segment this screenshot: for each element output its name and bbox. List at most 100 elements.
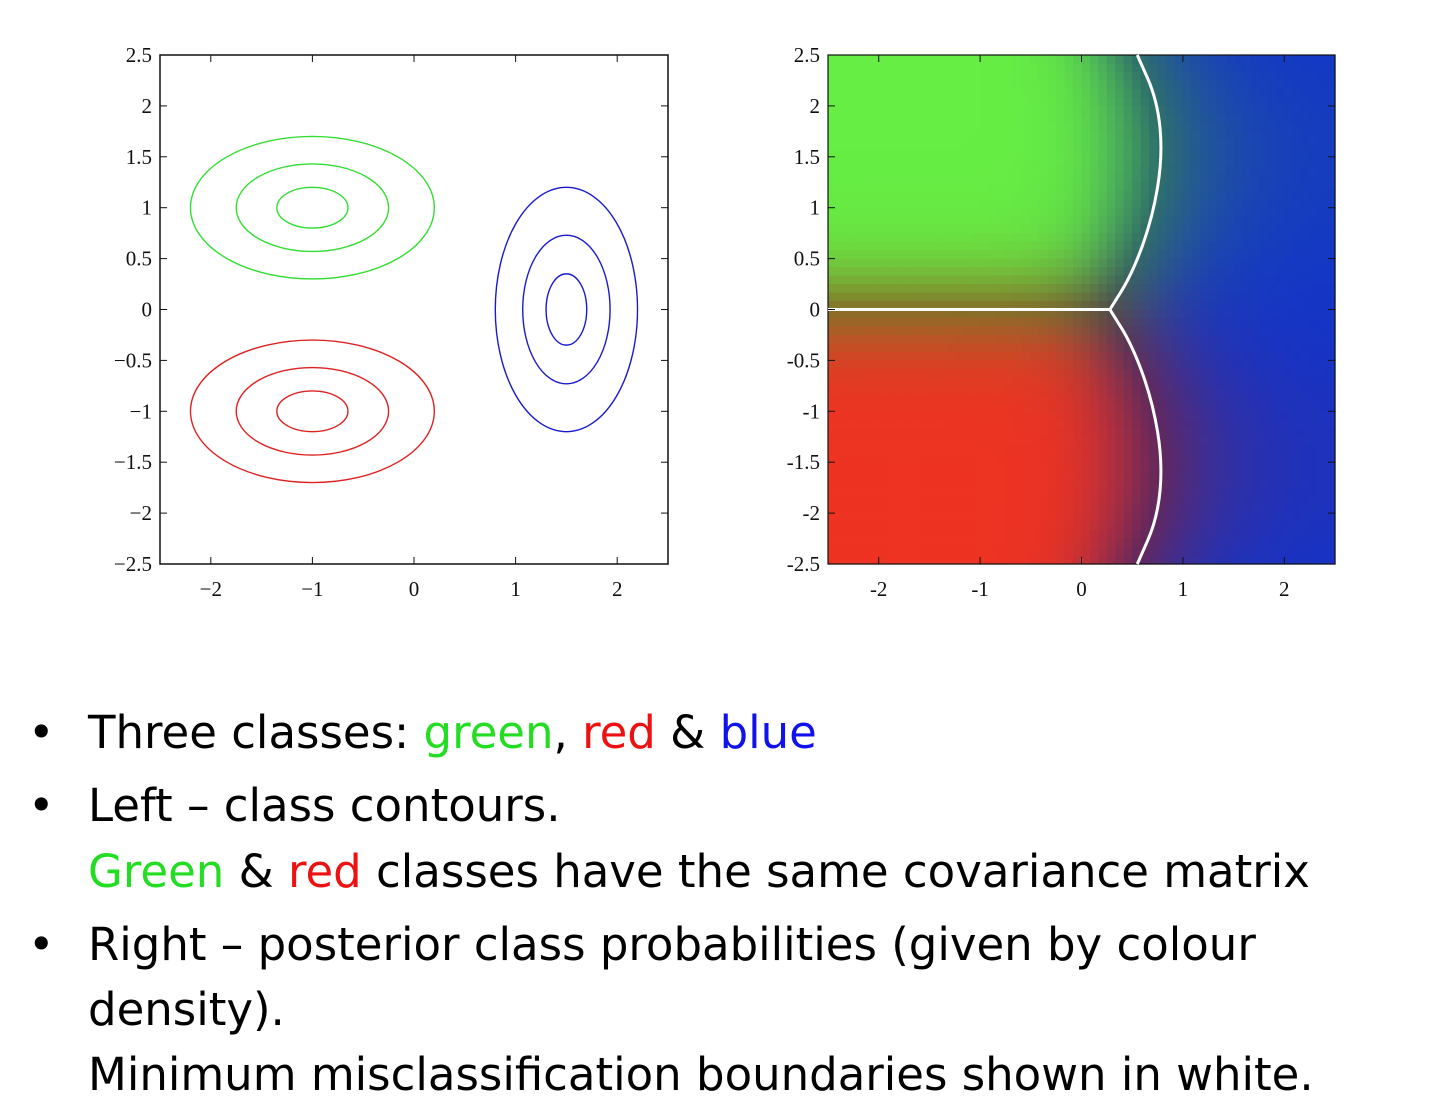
heatmap-cell	[1089, 148, 1099, 158]
heatmap-cell	[1039, 131, 1049, 141]
heatmap-cell	[971, 165, 981, 175]
heatmap-cell	[870, 131, 880, 141]
heatmap-cell	[1174, 88, 1184, 99]
heatmap-cell	[1123, 216, 1133, 226]
heatmap-cell	[1022, 555, 1032, 565]
heatmap-cell	[1258, 71, 1268, 82]
heatmap-cell	[963, 131, 973, 141]
heatmap-cell	[1098, 513, 1108, 523]
heatmap-cell	[1284, 538, 1294, 548]
heatmap-cell	[1157, 258, 1167, 268]
heatmap-cell	[1047, 88, 1057, 99]
heatmap-cell	[887, 360, 897, 370]
heatmap-cell	[937, 258, 947, 268]
heatmap-cell	[971, 377, 981, 387]
heatmap-cell	[1275, 504, 1285, 514]
heatmap-cell	[963, 419, 973, 429]
heatmap-cell	[1005, 292, 1015, 302]
heatmap-cell	[1191, 131, 1201, 141]
heatmap-cell	[1123, 224, 1133, 234]
heatmap-cell	[1030, 547, 1040, 557]
heatmap-cell	[1233, 301, 1243, 311]
heatmap-cell	[1106, 216, 1116, 226]
heatmap-cell	[1056, 326, 1066, 336]
heatmap-cell	[1208, 165, 1218, 175]
heatmap-cell	[1242, 199, 1252, 209]
heatmap-cell	[1309, 547, 1319, 557]
heatmap-cell	[997, 377, 1007, 387]
heatmap-cell	[1191, 114, 1201, 124]
heatmap-cell	[1013, 63, 1023, 73]
heatmap-cell	[853, 284, 863, 294]
heatmap-cell	[1030, 521, 1040, 531]
heatmap-cell	[1242, 173, 1252, 183]
heatmap-cell	[1149, 487, 1159, 497]
heatmap-cell	[904, 55, 914, 65]
heatmap-cell	[1225, 88, 1235, 99]
heatmap-cell	[912, 385, 922, 395]
heatmap-cell	[878, 301, 888, 311]
heatmap-cell	[878, 97, 888, 107]
heatmap-cell	[1089, 360, 1099, 370]
heatmap-cell	[1199, 326, 1209, 336]
heatmap-cell	[1098, 224, 1108, 234]
heatmap-cell	[1225, 114, 1235, 124]
heatmap-cell	[861, 496, 871, 506]
heatmap-cell	[853, 71, 863, 82]
heatmap-cell	[1089, 97, 1099, 107]
heatmap-cell	[1166, 131, 1176, 141]
heatmap-cell	[1157, 530, 1167, 540]
heatmap-cell	[1005, 360, 1015, 370]
heatmap-cell	[1106, 317, 1116, 328]
heatmap-cell	[1199, 114, 1209, 124]
heatmap-cell	[1149, 377, 1159, 387]
heatmap-cell	[963, 309, 973, 319]
heatmap-cell	[828, 139, 838, 149]
heatmap-cell	[1106, 207, 1116, 217]
heatmap-cell	[1284, 547, 1294, 557]
heatmap-cell	[1191, 419, 1201, 429]
heatmap-cell	[963, 301, 973, 311]
heatmap-cell	[1081, 156, 1091, 166]
heatmap-cell	[904, 419, 914, 429]
contour-ellipse	[235, 163, 390, 253]
heatmap-cell	[1301, 351, 1311, 361]
heatmap-cell	[904, 317, 914, 328]
heatmap-cell	[1064, 521, 1074, 531]
heatmap-cell	[1318, 250, 1328, 260]
heatmap-cell	[844, 275, 854, 285]
heatmap-cell	[1013, 496, 1023, 506]
heatmap-cell	[1292, 479, 1302, 489]
heatmap-cell	[988, 216, 998, 226]
heatmap-cell	[988, 80, 998, 90]
heatmap-cell	[1225, 71, 1235, 82]
heatmap-cell	[1073, 131, 1083, 141]
heatmap-cell	[1275, 555, 1285, 565]
heatmap-cell	[836, 216, 846, 226]
heatmap-cell	[963, 360, 973, 370]
heatmap-cell	[844, 71, 854, 82]
heatmap-cell	[1140, 487, 1150, 497]
heatmap-cell	[980, 547, 990, 557]
heatmap-cell	[1149, 71, 1159, 82]
heatmap-cell	[971, 122, 981, 132]
heatmap-cell	[946, 521, 956, 531]
heatmap-cell	[1199, 394, 1209, 404]
heatmap-cell	[1098, 292, 1108, 302]
heatmap-cell	[1199, 530, 1209, 540]
heatmap-cell	[1191, 394, 1201, 404]
heatmap-cell	[1199, 224, 1209, 234]
heatmap-cell	[887, 114, 897, 124]
heatmap-cell	[878, 521, 888, 531]
heatmap-cell	[920, 521, 930, 531]
heatmap-cell	[929, 343, 939, 353]
heatmap-cell	[1258, 156, 1268, 166]
heatmap-cell	[1022, 445, 1032, 455]
heatmap-cell	[1250, 173, 1260, 183]
heatmap-cell	[1267, 301, 1277, 311]
heatmap-cell	[1250, 513, 1260, 523]
heatmap-cell	[1233, 275, 1243, 285]
heatmap-cell	[954, 284, 964, 294]
heatmap-cell	[1216, 199, 1226, 209]
heatmap-cell	[954, 453, 964, 463]
